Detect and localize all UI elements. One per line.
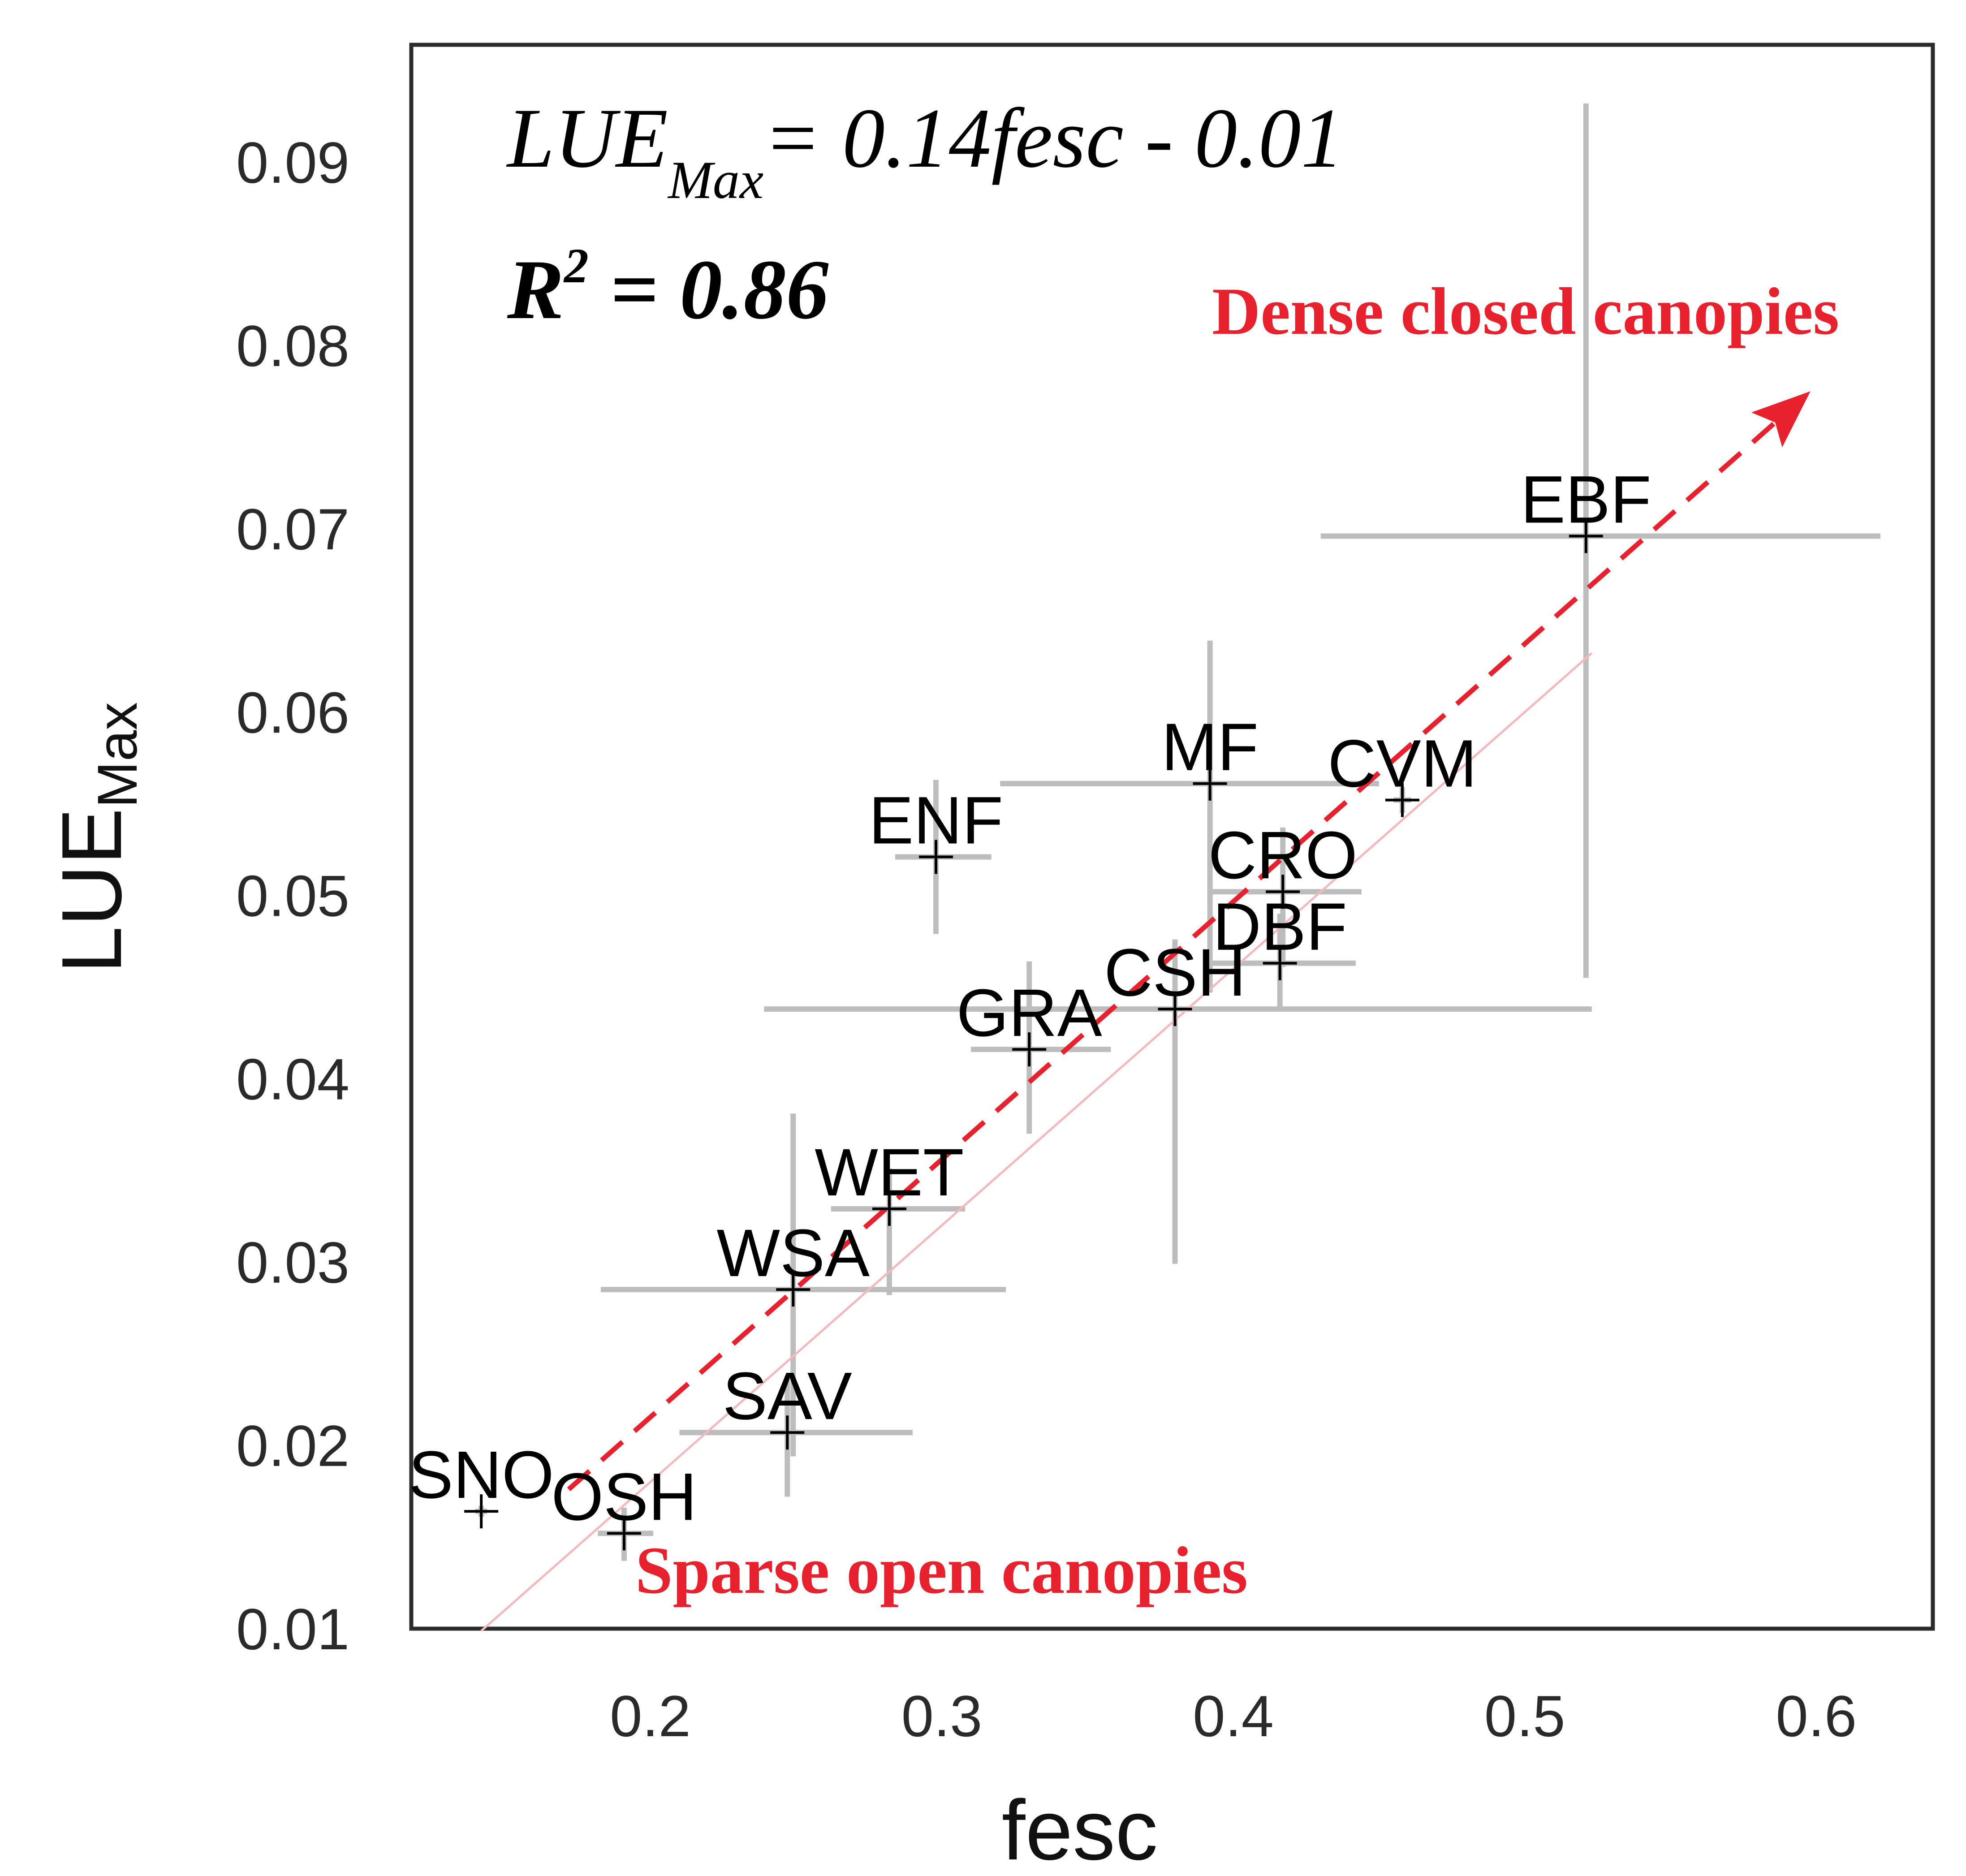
y-tick-label: 0.04: [236, 1047, 349, 1112]
plot-frame: [409, 43, 1935, 1631]
point-label: MF: [1161, 709, 1259, 785]
y-tick-label: 0.02: [236, 1413, 349, 1479]
equation-suffix: = 0.14fesc - 0.01: [763, 91, 1343, 185]
r-squared: R2 = 0.86: [507, 238, 829, 337]
y-tick-label: 0.07: [236, 496, 349, 562]
point-label: SAV: [723, 1358, 852, 1433]
point-label: GRA: [957, 975, 1102, 1050]
y-tick-label: 0.05: [236, 863, 349, 928]
regression-line: [480, 652, 1593, 1632]
equation-subscript: Max: [667, 150, 763, 210]
x-tick-label: 0.2: [610, 1683, 691, 1749]
r-squared-superscript: 2: [563, 238, 589, 293]
x-tick-label: 0.4: [1193, 1683, 1274, 1749]
point-label: WET: [815, 1134, 964, 1210]
y-axis-title-main: LUE: [44, 808, 139, 974]
point-label: WSA: [716, 1215, 870, 1290]
x-tick-label: 0.3: [901, 1683, 983, 1749]
y-tick-labels: 0.01 0.02 0.03 0.04 0.05 0.06 0.07 0.08 0.09: [236, 130, 349, 1662]
y-tick-label: 0.06: [236, 680, 349, 745]
y-tick-label: 0.03: [236, 1230, 349, 1295]
r-squared-prefix: R: [507, 243, 564, 337]
point-label: CSH: [1104, 935, 1246, 1010]
point-label: ENF: [869, 783, 1003, 858]
x-axis-title: fesc: [1002, 1783, 1158, 1876]
x-tick-label: 0.6: [1776, 1683, 1857, 1749]
equation-prefix: LUE: [506, 91, 668, 185]
x-tick-labels: 0.2 0.3 0.4 0.5 0.6: [610, 1683, 1857, 1749]
regression-equation: LUEMax= 0.14fesc - 0.01: [506, 91, 1344, 210]
y-axis-title: LUEMax: [44, 702, 149, 974]
point-markers: [464, 519, 1603, 1551]
y-tick-label: 0.09: [236, 130, 349, 195]
point-label: OSH: [551, 1459, 697, 1534]
y-tick-label: 0.08: [236, 313, 349, 379]
y-axis-title-sub: Max: [86, 702, 149, 808]
fit-line-layer: [480, 652, 1593, 1632]
r-squared-suffix: = 0.86: [589, 243, 829, 337]
point-label: EBF: [1521, 462, 1651, 537]
annotation-dense-canopies: Dense closed canopies: [1212, 274, 1839, 349]
point-label: DBF: [1213, 889, 1347, 964]
trend-arrow-shaft: [567, 420, 1777, 1492]
trend-arrow-layer: [567, 391, 1811, 1492]
x-tick-label: 0.5: [1484, 1683, 1565, 1749]
point-label: SNO: [409, 1437, 554, 1512]
point-label: CVM: [1328, 726, 1477, 801]
point-label: CRO: [1208, 817, 1358, 893]
trend-arrow-head: [1751, 391, 1811, 448]
y-tick-label: 0.01: [236, 1596, 349, 1662]
annotation-sparse-canopies: Sparse open canopies: [635, 1533, 1248, 1608]
